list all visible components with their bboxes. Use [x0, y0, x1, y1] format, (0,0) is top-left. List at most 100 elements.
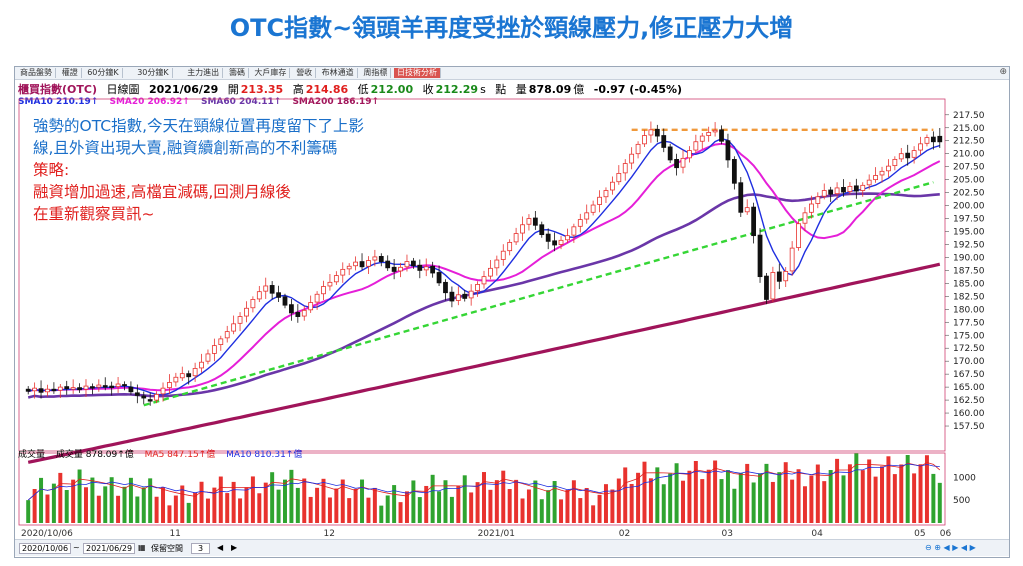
- candle: [513, 233, 519, 243]
- volume-bar: [238, 498, 243, 523]
- tab-3[interactable]: 30分鐘K: [134, 68, 173, 78]
- tab-10[interactable]: 日技術分析: [394, 68, 441, 78]
- volume-bar: [623, 467, 628, 523]
- volume-bar: [815, 464, 820, 523]
- volume-bar: [822, 481, 827, 523]
- candle: [102, 385, 108, 388]
- volume-bar: [424, 485, 429, 523]
- scroll-right-icon[interactable]: ▶: [231, 543, 238, 552]
- volume-bar: [777, 472, 782, 523]
- candle: [911, 150, 917, 158]
- zoom-controls-icon[interactable]: ⊖ ⊕ ◀ ▶ ◀ ▶: [925, 543, 976, 552]
- y-tick-label: 202.50: [953, 189, 985, 199]
- y-tick-label: 170.00: [953, 357, 985, 367]
- volume-bar: [148, 478, 153, 523]
- candle: [301, 309, 307, 317]
- tab-4[interactable]: 主力進出: [184, 68, 224, 78]
- volume-bar: [738, 472, 743, 523]
- candle: [693, 141, 699, 151]
- volume-bar: [141, 487, 146, 523]
- volume-bar: [334, 488, 339, 523]
- volume-legend-ma10: MA10 810.31↑億: [226, 450, 303, 460]
- candle: [263, 285, 269, 292]
- tab-9[interactable]: 周指標: [360, 68, 392, 78]
- tab-1[interactable]: 權證: [59, 68, 82, 78]
- volume-bar: [770, 481, 775, 523]
- volume-legend-label: 成交量: [18, 450, 46, 460]
- quote-info: 櫃買指數(OTC) 日線圖 2021/06/29 開 213.35 高 214.86…: [18, 81, 688, 97]
- volume-bar: [681, 480, 685, 523]
- x-axis-label: 03: [722, 529, 733, 537]
- tab-7[interactable]: 營收: [293, 68, 317, 78]
- candle: [565, 235, 570, 241]
- volume-bar: [603, 484, 608, 523]
- volume-bar: [302, 478, 307, 523]
- candle: [237, 316, 243, 324]
- y-tick-label: 207.50: [953, 163, 985, 173]
- candle: [199, 361, 204, 369]
- candle: [346, 265, 352, 270]
- scroll-left-icon[interactable]: ◀: [217, 543, 224, 552]
- volume-bar: [674, 463, 679, 523]
- volume-bar: [218, 476, 223, 523]
- tab-5[interactable]: 籌碼: [226, 68, 249, 78]
- volume-bar: [270, 472, 275, 523]
- page-title: OTC指數~領頭羊再度受挫於頸線壓力,修正壓力大增: [229, 14, 794, 42]
- candle: [699, 135, 705, 142]
- candle: [622, 163, 628, 174]
- volume-bar: [58, 472, 63, 523]
- volume-bar: [610, 489, 615, 523]
- annotation-text: 強勢的OTC指數,今天在頸線位置再度留下了上影 線,且外資出現大賣,融資續創新高…: [33, 115, 364, 225]
- tab-8[interactable]: 布林通道: [319, 68, 358, 78]
- volume-bar: [706, 469, 711, 523]
- volume-bar: [847, 464, 852, 523]
- candle: [179, 373, 185, 379]
- y-tick-label: 177.50: [953, 318, 985, 328]
- volume-bar: [539, 499, 544, 523]
- candle: [886, 165, 891, 172]
- volume-bar: [411, 480, 416, 523]
- open-value: 213.35: [240, 83, 284, 96]
- candle: [796, 223, 801, 248]
- candle: [654, 128, 660, 137]
- candle: [706, 132, 712, 136]
- to-date-input[interactable]: 2021/06/29: [83, 543, 136, 554]
- annotation-line-2: 線,且外資出現大賣,融資續創新高的不利籌碼: [33, 139, 338, 157]
- zoom-icon[interactable]: ⊕: [999, 67, 1007, 77]
- candle: [488, 267, 493, 277]
- tab-0[interactable]: 商品盤勢: [17, 68, 56, 78]
- x-axis-label: 2020/10/06: [21, 529, 73, 537]
- tab-6[interactable]: 大戶庫存: [251, 68, 291, 78]
- y-tick-label: 190.00: [953, 253, 985, 263]
- volume-bar: [520, 498, 525, 523]
- volume-bar: [924, 455, 929, 523]
- volume-unit: 億: [573, 83, 585, 96]
- bottom-toolbar: 2020/10/06 ~ 2021/06/29 ▦ 保留空間 3 ◀ ▶ ⊖ ⊕…: [15, 539, 1009, 556]
- volume-bar: [64, 490, 69, 523]
- candle: [289, 304, 294, 314]
- volume-bar: [514, 479, 519, 523]
- y-tick-label: 215.00: [953, 124, 985, 134]
- candle: [282, 296, 288, 306]
- from-date-input[interactable]: 2020/10/06: [19, 543, 72, 554]
- candle: [847, 185, 853, 192]
- volume-bar: [873, 476, 878, 523]
- volume-bar: [732, 488, 737, 523]
- tab-2[interactable]: 60分鐘K: [84, 68, 123, 78]
- volume-bar: [764, 463, 769, 523]
- candle: [186, 373, 192, 378]
- volume-bar: [71, 479, 76, 523]
- volume-legend-ma5: MA5 847.15↑億: [144, 450, 216, 460]
- candle: [167, 382, 172, 389]
- y-tick-label: 197.50: [953, 215, 985, 225]
- y-tick-label: 160.00: [953, 409, 985, 419]
- keep-space-input[interactable]: 3: [191, 543, 211, 554]
- candle: [244, 307, 249, 317]
- volume-bar: [360, 479, 365, 523]
- candle: [455, 294, 461, 301]
- volume-bar: [758, 473, 763, 523]
- volume-bar: [867, 459, 872, 523]
- candle: [930, 136, 936, 143]
- volume-bar: [597, 494, 602, 523]
- calendar-icon[interactable]: ▦: [138, 543, 146, 552]
